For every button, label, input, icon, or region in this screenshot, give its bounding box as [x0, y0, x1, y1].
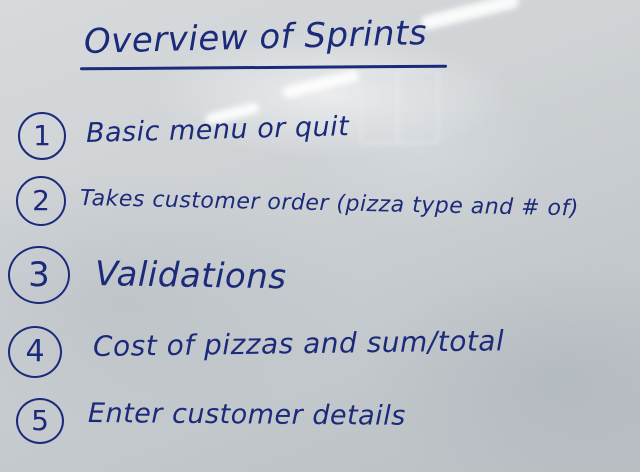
item-text: Enter customer details	[87, 398, 406, 432]
light-glare	[419, 0, 521, 31]
item-text: Takes customer order (pizza type and # o…	[79, 186, 580, 222]
board-title: Overview of Sprints	[83, 13, 428, 62]
light-glare	[281, 68, 361, 100]
item-text: Validations	[94, 254, 287, 298]
window-reflection	[360, 70, 439, 144]
item-number-circle: 5	[16, 398, 64, 444]
item-number-circle: 1	[18, 112, 66, 160]
item-number-circle: 4	[8, 326, 62, 378]
item-number-circle: 2	[16, 176, 66, 226]
item-number-circle: 3	[8, 246, 70, 304]
item-text: Cost of pizzas and sum/total	[92, 324, 505, 363]
item-text: Basic menu or quit	[85, 111, 350, 149]
